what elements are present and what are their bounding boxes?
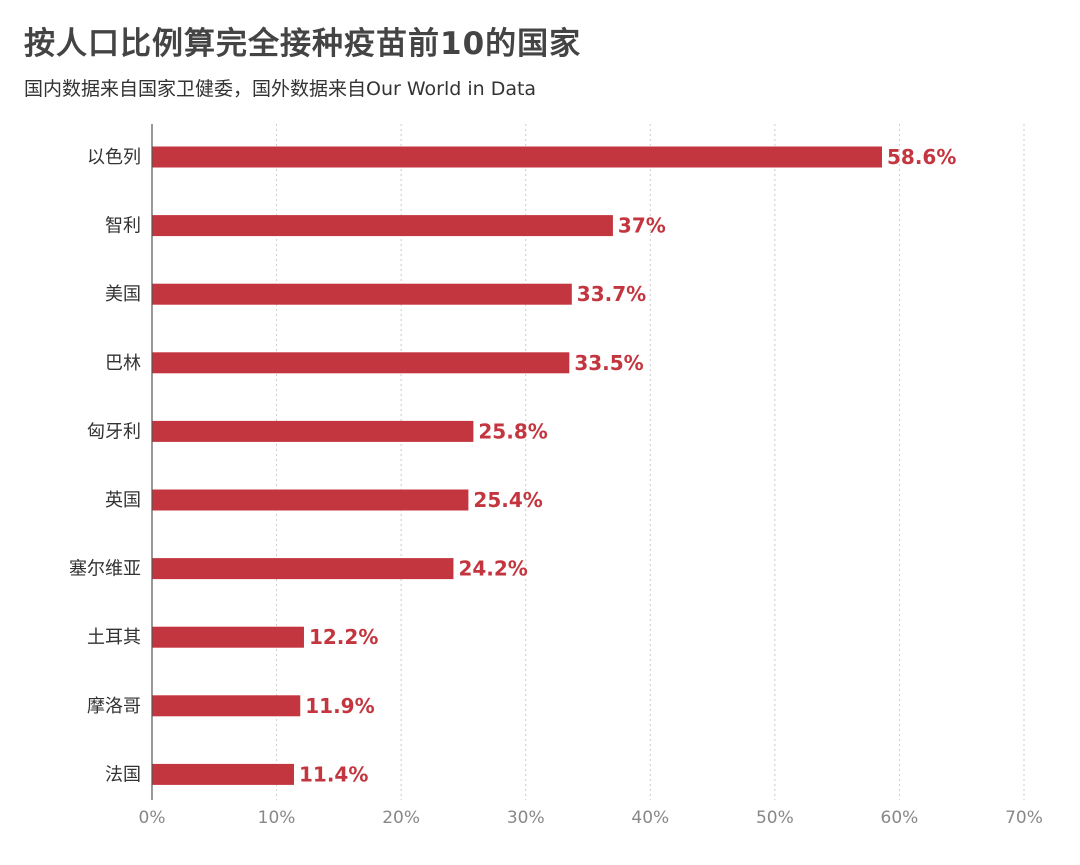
- x-tick-label: 60%: [881, 808, 919, 828]
- chart-title: 按人口比例算完全接种疫苗前10的国家: [24, 26, 582, 62]
- bar: [152, 763, 295, 785]
- x-tick-label: 30%: [507, 808, 545, 828]
- category-label: 匈牙利: [87, 421, 141, 442]
- bars: 58.6% 37% 33.7% 33.5% 25.8% 25.4% 24.2% 12.2% 11…: [152, 145, 956, 786]
- bar: [152, 695, 301, 717]
- x-tick-label: 40%: [631, 808, 669, 828]
- data-label: 58.6%: [887, 145, 956, 169]
- data-label: 25.4%: [473, 488, 542, 512]
- bar: [152, 420, 474, 442]
- bar: [152, 489, 469, 511]
- data-label: 37%: [618, 214, 666, 238]
- data-label: 33.5%: [574, 351, 643, 375]
- data-label: 25.8%: [478, 419, 547, 443]
- chart-subtitle: 国内数据来自国家卫健委，国外数据来自Our World in Data: [24, 78, 537, 100]
- bar: [152, 626, 304, 648]
- x-tick-labels: 0% 10% 20% 30% 40% 50% 60% 70%: [139, 808, 1043, 828]
- category-label: 以色列: [87, 147, 141, 168]
- category-label: 智利: [105, 216, 141, 237]
- bar: [152, 215, 613, 237]
- data-label: 11.4%: [299, 762, 368, 786]
- bar: [152, 146, 882, 168]
- x-tick-label: 10%: [258, 808, 296, 828]
- category-label: 摩洛哥: [87, 696, 141, 717]
- x-tick-label: 0%: [139, 808, 166, 828]
- category-label: 塞尔维亚: [69, 559, 141, 580]
- category-label: 土耳其: [87, 627, 141, 648]
- data-label: 12.2%: [309, 625, 378, 649]
- bar: [152, 283, 572, 305]
- bar: [152, 352, 570, 374]
- x-tick-label: 20%: [382, 808, 420, 828]
- data-label: 33.7%: [577, 282, 646, 306]
- category-label: 法国: [105, 764, 141, 785]
- category-label: 英国: [105, 490, 141, 511]
- bar: [152, 558, 454, 580]
- data-label: 11.9%: [305, 694, 374, 718]
- category-label: 巴林: [105, 353, 141, 374]
- category-label: 美国: [105, 284, 141, 305]
- x-tick-label: 70%: [1005, 808, 1043, 828]
- data-label: 24.2%: [458, 557, 527, 581]
- x-tick-label: 50%: [756, 808, 794, 828]
